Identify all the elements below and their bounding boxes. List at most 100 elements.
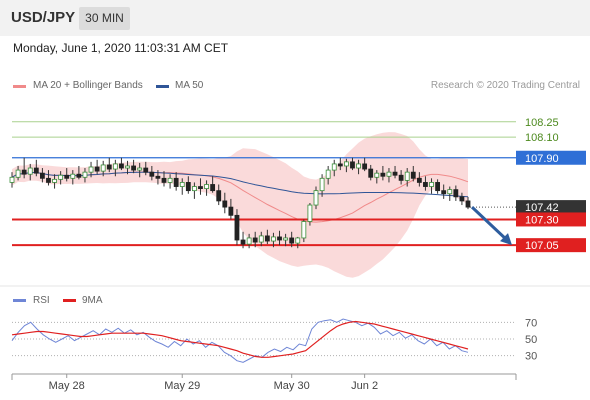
candle-body [441, 190, 447, 195]
candle-body [313, 190, 319, 206]
chart-datetime: Monday, June 1, 2020 11:03:31 AM CET [13, 41, 229, 55]
candle-body [404, 171, 410, 181]
candle-body [64, 174, 70, 179]
rsi-tick-label-70: 70 [525, 317, 537, 329]
candle-body [94, 166, 100, 172]
rsi-ma-legend-swatch [63, 299, 76, 302]
rsi-ma-line [11, 320, 469, 358]
candle-body [380, 172, 386, 177]
candle-body [356, 163, 361, 169]
candle-body [301, 221, 307, 239]
candle-body [210, 184, 216, 192]
level-tag-107.30 [516, 212, 586, 227]
candle-body [40, 172, 45, 179]
candle-body [447, 189, 453, 195]
candle-body [9, 176, 15, 183]
candles-group [9, 157, 471, 249]
candle-body [191, 186, 197, 192]
candle-body [173, 177, 179, 187]
x-axis-label-May-28: May 28 [49, 380, 85, 392]
candle-body [392, 171, 398, 176]
candle-body [82, 171, 88, 178]
candle-body [258, 235, 264, 243]
candle-body [264, 235, 270, 242]
candle-body [295, 237, 301, 244]
candle-body [216, 190, 222, 202]
candle-body [198, 186, 203, 189]
candle-body [179, 182, 185, 187]
candle-body [106, 164, 112, 170]
candle-body [423, 182, 428, 187]
rsi-legend-label: RSI [33, 295, 50, 306]
candle-body [465, 200, 471, 208]
candle-body [27, 167, 33, 175]
forecast-arrow-shaft [470, 206, 508, 241]
ma20-legend-swatch [13, 85, 26, 88]
candle-body [33, 167, 39, 174]
x-axis-label-May-30: May 30 [274, 380, 310, 392]
candle-body [453, 189, 459, 198]
level-tag-107.90 [516, 150, 586, 165]
candle-body [167, 177, 173, 183]
candle-body [289, 237, 295, 244]
candle-body [204, 184, 209, 189]
level-label-107.30: 107.30 [525, 214, 559, 226]
candle-body [374, 172, 380, 178]
level-label-107.42: 107.42 [525, 202, 559, 214]
candle-body [429, 182, 434, 187]
candle-body [435, 182, 441, 192]
rsi-legend-swatch [13, 299, 26, 302]
candle-body [125, 165, 130, 169]
candle-body [319, 177, 325, 192]
credit-text: Research © 2020 Trading Central [430, 80, 580, 91]
ma50-legend-swatch [156, 85, 169, 88]
candle-body [386, 171, 392, 177]
candle-body [100, 164, 106, 172]
rsi-ma-legend-label: 9MA [82, 295, 103, 306]
candle-body [410, 171, 416, 179]
forecast-arrow-head [500, 233, 512, 246]
candle-body [240, 239, 246, 245]
candle-body [277, 236, 282, 241]
ma50-legend-label: MA 50 [175, 80, 204, 91]
candle-body [459, 196, 465, 202]
candle-body [137, 167, 143, 171]
bollinger-band [12, 132, 468, 278]
candle-body [161, 177, 167, 183]
candle-body [185, 182, 191, 192]
candle-body [234, 214, 240, 241]
candle-body [15, 169, 21, 178]
level-label-107.90: 107.90 [525, 153, 559, 165]
level-label-108.10: 108.10 [525, 132, 559, 144]
candle-body [46, 177, 51, 183]
candle-body [331, 163, 337, 171]
candle-body [52, 178, 57, 183]
chart-header: USD/JPY 30 MIN [0, 0, 590, 36]
candle-body [307, 204, 313, 222]
rsi-tick-label-30: 30 [525, 351, 537, 363]
candle-body [143, 167, 149, 173]
candle-body [21, 169, 27, 175]
candle-body [252, 237, 258, 243]
candle-body [131, 165, 137, 171]
candle-body [58, 174, 64, 180]
level-label-108.25: 108.25 [525, 117, 559, 129]
timeframe-badge[interactable]: 30 MIN [79, 7, 130, 30]
rsi-line [11, 318, 469, 363]
candle-body [88, 166, 94, 173]
candle-body [149, 171, 155, 177]
candle-body [325, 169, 331, 179]
candle-body [416, 177, 422, 183]
x-axis-label-Jun-2: Jun 2 [351, 380, 378, 392]
candle-body [337, 163, 343, 167]
symbol-title: USD/JPY [11, 9, 76, 26]
ma50-line [11, 171, 469, 198]
candle-body [362, 163, 368, 170]
candle-body [343, 161, 349, 167]
candle-body [246, 237, 252, 245]
candle-body [112, 163, 118, 170]
x-axis-label-May-29: May 29 [164, 380, 200, 392]
candle-body [76, 173, 82, 178]
